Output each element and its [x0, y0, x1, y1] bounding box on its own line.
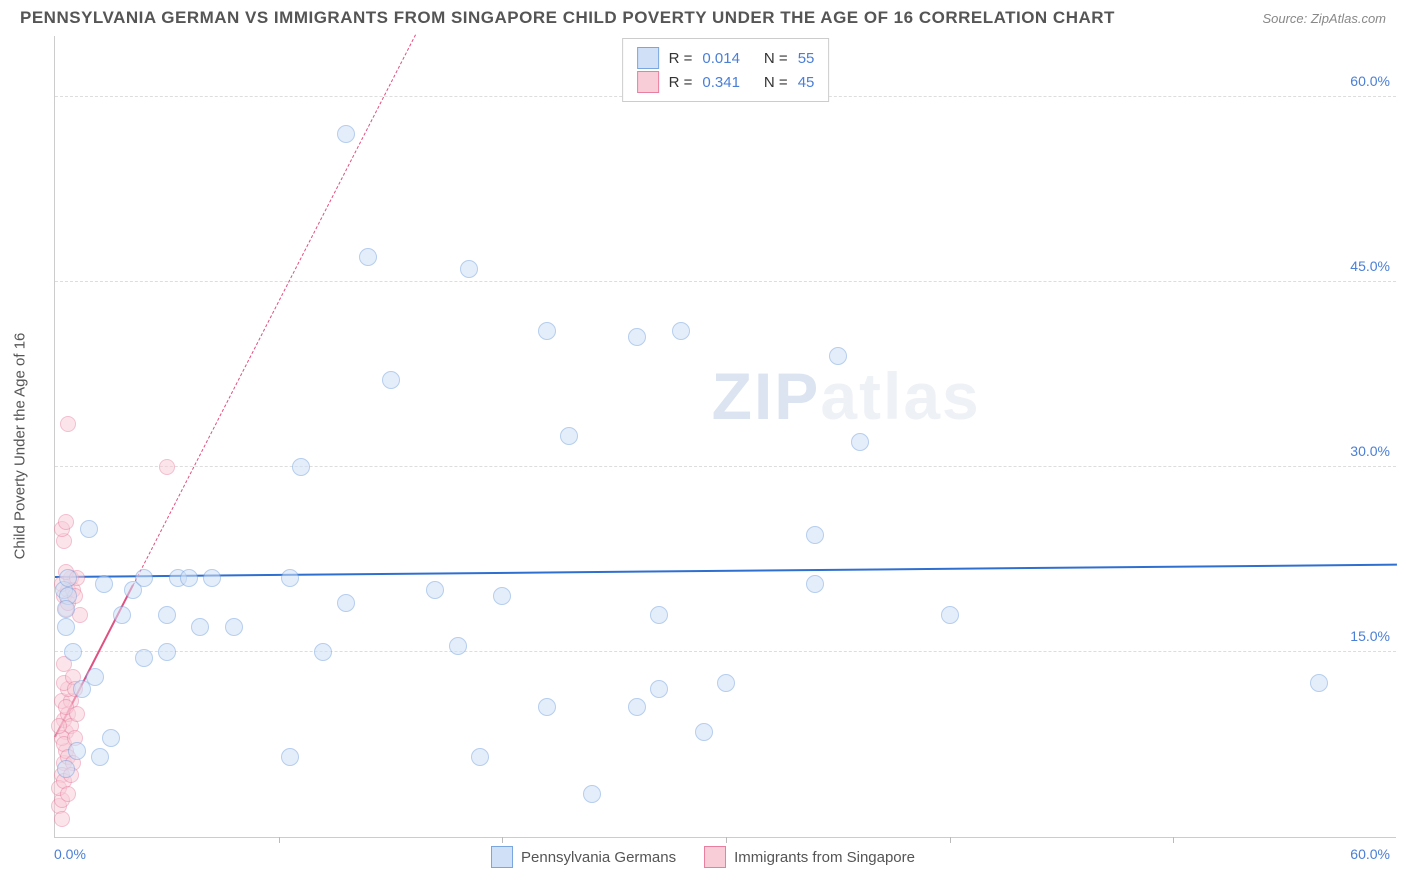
- legend-series-name: Immigrants from Singapore: [734, 849, 915, 866]
- trend-line: [55, 564, 1397, 578]
- y-axis-label: Child Poverty Under the Age of 16: [12, 333, 29, 560]
- data-point: [337, 125, 355, 143]
- legend-item: Pennsylvania Germans: [491, 846, 676, 868]
- legend-row: R = 0.014 N = 55: [637, 47, 815, 69]
- data-point: [51, 718, 67, 734]
- data-point: [695, 723, 713, 741]
- data-point: [806, 575, 824, 593]
- data-point: [57, 760, 75, 778]
- data-point: [292, 458, 310, 476]
- watermark: ZIPatlas: [712, 358, 981, 434]
- data-point: [158, 643, 176, 661]
- data-point: [806, 526, 824, 544]
- data-point: [314, 643, 332, 661]
- data-point: [113, 606, 131, 624]
- x-minor-tick: [950, 837, 951, 843]
- data-point: [281, 748, 299, 766]
- data-point: [281, 569, 299, 587]
- legend-item: Immigrants from Singapore: [704, 846, 915, 868]
- data-point: [583, 785, 601, 803]
- data-point: [58, 514, 74, 530]
- chart-title: PENNSYLVANIA GERMAN VS IMMIGRANTS FROM S…: [20, 8, 1115, 28]
- y-tick-label: 15.0%: [1350, 628, 1390, 644]
- legend-r-value: 0.341: [702, 74, 740, 91]
- data-point: [538, 322, 556, 340]
- legend-swatch: [637, 47, 659, 69]
- x-minor-tick: [726, 837, 727, 843]
- data-point: [650, 606, 668, 624]
- x-axis-max: 60.0%: [1350, 846, 1390, 862]
- trend-line: [133, 34, 416, 585]
- data-point: [135, 649, 153, 667]
- data-point: [829, 347, 847, 365]
- data-point: [538, 698, 556, 716]
- legend-swatch: [704, 846, 726, 868]
- x-minor-tick: [1173, 837, 1174, 843]
- data-point: [159, 459, 175, 475]
- y-tick-label: 30.0%: [1350, 443, 1390, 459]
- legend-series-name: Pennsylvania Germans: [521, 849, 676, 866]
- data-point: [941, 606, 959, 624]
- data-point: [449, 637, 467, 655]
- legend-r-label: R =: [669, 74, 693, 91]
- legend-swatch: [491, 846, 513, 868]
- correlation-legend: R = 0.014 N = 55 R = 0.341 N = 45: [622, 38, 830, 102]
- data-point: [628, 698, 646, 716]
- data-point: [80, 520, 98, 538]
- data-point: [1310, 674, 1328, 692]
- y-tick-label: 45.0%: [1350, 258, 1390, 274]
- data-point: [102, 729, 120, 747]
- gridline-h: [55, 281, 1396, 282]
- data-point: [180, 569, 198, 587]
- data-point: [60, 786, 76, 802]
- data-point: [203, 569, 221, 587]
- x-minor-tick: [279, 837, 280, 843]
- data-point: [86, 668, 104, 686]
- legend-swatch: [637, 71, 659, 93]
- legend-n-label: N =: [764, 74, 788, 91]
- data-point: [359, 248, 377, 266]
- data-point: [426, 581, 444, 599]
- legend-n-value: 55: [798, 50, 815, 67]
- data-point: [60, 416, 76, 432]
- source-label: Source: ZipAtlas.com: [1262, 11, 1386, 26]
- data-point: [57, 618, 75, 636]
- data-point: [672, 322, 690, 340]
- data-point: [91, 748, 109, 766]
- data-point: [64, 643, 82, 661]
- scatter-chart: ZIPatlas R = 0.014 N = 55 R = 0.341 N = 45 15.0…: [54, 36, 1396, 838]
- data-point: [95, 575, 113, 593]
- series-legend: Pennsylvania Germans Immigrants from Sing…: [491, 846, 915, 868]
- data-point: [69, 706, 85, 722]
- data-point: [57, 600, 75, 618]
- data-point: [493, 587, 511, 605]
- data-point: [54, 811, 70, 827]
- data-point: [717, 674, 735, 692]
- data-point: [382, 371, 400, 389]
- y-tick-label: 60.0%: [1350, 73, 1390, 89]
- data-point: [68, 742, 86, 760]
- legend-row: R = 0.341 N = 45: [637, 71, 815, 93]
- legend-n-value: 45: [798, 74, 815, 91]
- gridline-h: [55, 651, 1396, 652]
- data-point: [628, 328, 646, 346]
- data-point: [650, 680, 668, 698]
- data-point: [135, 569, 153, 587]
- data-point: [158, 606, 176, 624]
- data-point: [471, 748, 489, 766]
- gridline-h: [55, 466, 1396, 467]
- x-minor-tick: [502, 837, 503, 843]
- data-point: [560, 427, 578, 445]
- x-axis-min: 0.0%: [54, 846, 86, 862]
- data-point: [460, 260, 478, 278]
- data-point: [59, 569, 77, 587]
- data-point: [337, 594, 355, 612]
- legend-r-label: R =: [669, 50, 693, 67]
- legend-r-value: 0.014: [702, 50, 740, 67]
- data-point: [851, 433, 869, 451]
- data-point: [191, 618, 209, 636]
- data-point: [225, 618, 243, 636]
- legend-n-label: N =: [764, 50, 788, 67]
